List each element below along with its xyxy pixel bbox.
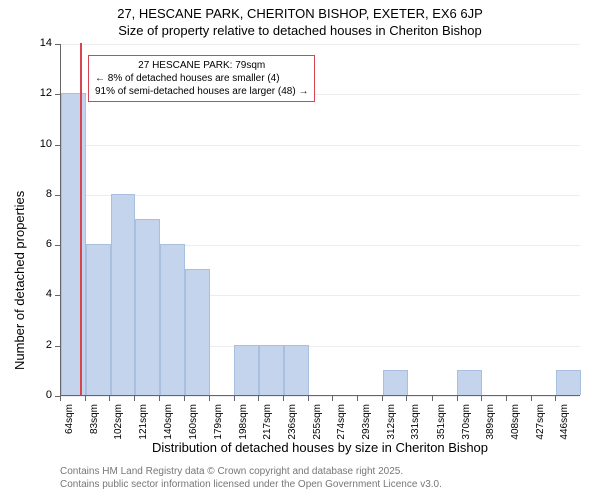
ytick-label: 14	[32, 37, 52, 49]
xtick-mark	[209, 396, 210, 401]
xtick-label: 179sqm	[213, 404, 224, 448]
histogram-bar	[135, 219, 160, 395]
xtick-label: 64sqm	[64, 404, 75, 448]
annotation-line: 27 HESCANE PARK: 79sqm	[95, 59, 308, 72]
xtick-label: 83sqm	[89, 404, 100, 448]
xtick-mark	[555, 396, 556, 401]
xtick-label: 370sqm	[461, 404, 472, 448]
gridline	[61, 145, 580, 146]
reference-line	[80, 43, 82, 395]
xtick-label: 331sqm	[410, 404, 421, 448]
ytick-mark	[55, 295, 60, 296]
xtick-label: 351sqm	[436, 404, 447, 448]
xtick-label: 140sqm	[163, 404, 174, 448]
histogram-bar	[383, 370, 408, 395]
histogram-bar	[160, 244, 185, 395]
xtick-mark	[332, 396, 333, 401]
xtick-mark	[109, 396, 110, 401]
ytick-label: 4	[32, 288, 52, 300]
xtick-label: 312sqm	[386, 404, 397, 448]
ytick-label: 0	[32, 389, 52, 401]
xtick-mark	[432, 396, 433, 401]
xtick-label: 293sqm	[361, 404, 372, 448]
gridline	[61, 396, 580, 397]
footer-line1: Contains HM Land Registry data © Crown c…	[60, 466, 403, 477]
histogram-bar	[284, 345, 309, 395]
xtick-mark	[159, 396, 160, 401]
xtick-mark	[234, 396, 235, 401]
annotation-line: ← 8% of detached houses are smaller (4)	[95, 72, 308, 85]
xtick-mark	[457, 396, 458, 401]
xtick-mark	[357, 396, 358, 401]
xtick-mark	[382, 396, 383, 401]
histogram-bar	[86, 244, 111, 395]
ytick-mark	[55, 195, 60, 196]
ytick-mark	[55, 346, 60, 347]
ytick-label: 6	[32, 238, 52, 250]
ytick-label: 10	[32, 138, 52, 150]
histogram-bar	[259, 345, 284, 395]
xtick-mark	[184, 396, 185, 401]
xtick-mark	[283, 396, 284, 401]
chart-title-line1: 27, HESCANE PARK, CHERITON BISHOP, EXETE…	[0, 0, 600, 21]
ytick-label: 12	[32, 87, 52, 99]
xtick-label: 408sqm	[510, 404, 521, 448]
xtick-label: 198sqm	[238, 404, 249, 448]
gridline	[61, 195, 580, 196]
histogram-bar	[457, 370, 482, 395]
xtick-mark	[258, 396, 259, 401]
y-axis-label: Number of detached properties	[12, 191, 27, 370]
annotation-line: 91% of semi-detached houses are larger (…	[95, 85, 308, 98]
xtick-label: 217sqm	[262, 404, 273, 448]
xtick-label: 389sqm	[485, 404, 496, 448]
ytick-label: 8	[32, 188, 52, 200]
annotation-box: 27 HESCANE PARK: 79sqm← 8% of detached h…	[88, 55, 315, 102]
histogram-bar	[556, 370, 581, 395]
xtick-label: 102sqm	[113, 404, 124, 448]
xtick-mark	[531, 396, 532, 401]
xtick-label: 446sqm	[559, 404, 570, 448]
ytick-label: 2	[32, 339, 52, 351]
xtick-label: 121sqm	[138, 404, 149, 448]
ytick-mark	[55, 245, 60, 246]
xtick-mark	[481, 396, 482, 401]
footer-line2: Contains public sector information licen…	[60, 479, 442, 490]
xtick-mark	[134, 396, 135, 401]
xtick-mark	[506, 396, 507, 401]
ytick-mark	[55, 94, 60, 95]
xtick-label: 427sqm	[535, 404, 546, 448]
histogram-bar	[234, 345, 259, 395]
xtick-mark	[60, 396, 61, 401]
xtick-mark	[406, 396, 407, 401]
ytick-mark	[55, 145, 60, 146]
xtick-label: 274sqm	[336, 404, 347, 448]
xtick-label: 160sqm	[188, 404, 199, 448]
gridline	[61, 44, 580, 45]
xtick-label: 255sqm	[312, 404, 323, 448]
histogram-bar	[185, 269, 210, 395]
xtick-mark	[308, 396, 309, 401]
chart-title-line2: Size of property relative to detached ho…	[0, 21, 600, 38]
ytick-mark	[55, 44, 60, 45]
xtick-mark	[85, 396, 86, 401]
histogram-bar	[111, 194, 136, 395]
xtick-label: 236sqm	[287, 404, 298, 448]
